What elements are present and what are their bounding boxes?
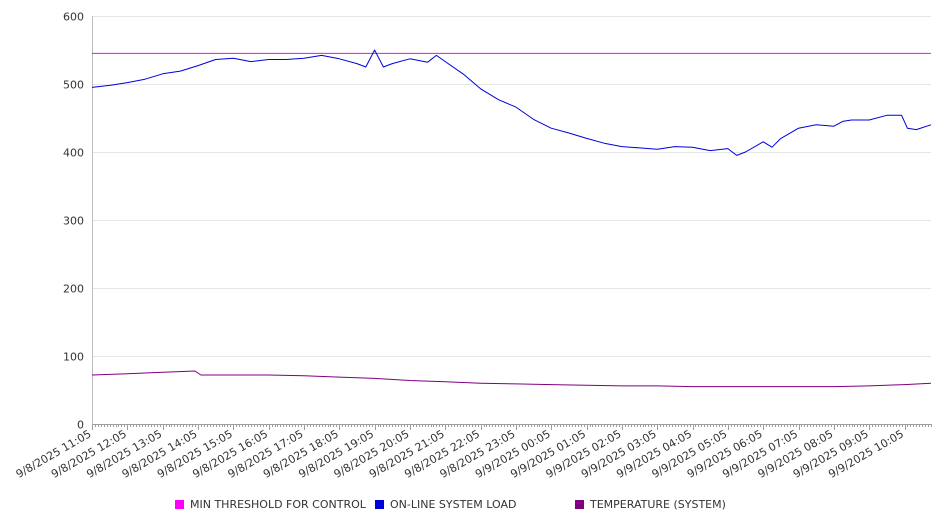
legend-label-temperature: TEMPERATURE (SYSTEM): [590, 498, 726, 511]
legend-item-system-load: ON-LINE SYSTEM LOAD: [375, 498, 516, 511]
y-tick-label: 200: [63, 283, 84, 296]
legend-item-threshold: MIN THRESHOLD FOR CONTROL: [175, 498, 366, 511]
legend-item-temperature: TEMPERATURE (SYSTEM): [575, 498, 726, 511]
legend-swatch-system-load: [375, 500, 384, 509]
y-tick-label: 400: [63, 147, 84, 160]
y-tick-label: 500: [63, 79, 84, 92]
y-tick-label: 300: [63, 215, 84, 228]
legend-swatch-temperature: [575, 500, 584, 509]
chart-series: [91, 49, 932, 388]
y-tick-label: 100: [63, 351, 84, 364]
legend-label-threshold: MIN THRESHOLD FOR CONTROL: [190, 498, 366, 511]
legend-label-system-load: ON-LINE SYSTEM LOAD: [390, 498, 517, 511]
y-tick-label: 600: [63, 11, 84, 24]
chart-grid: [92, 16, 931, 357]
y-tick-label: 0: [77, 419, 84, 432]
series-line-temperature: [91, 370, 932, 388]
legend-swatch-threshold: [175, 500, 184, 509]
chart-legend: MIN THRESHOLD FOR CONTROL ON-LINE SYSTEM…: [0, 498, 946, 514]
series-line-system-load: [91, 49, 932, 156]
